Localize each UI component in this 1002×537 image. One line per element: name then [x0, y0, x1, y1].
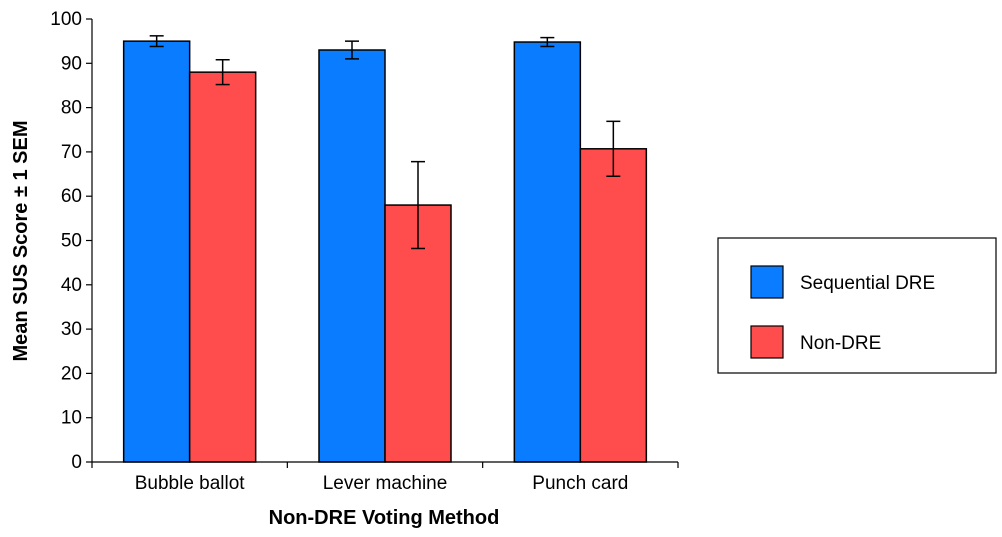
legend-swatch — [750, 265, 784, 299]
y-tick-label: 100 — [50, 9, 82, 30]
y-tick-label: 60 — [61, 186, 82, 207]
x-tick-label: Lever machine — [323, 473, 448, 494]
bar — [513, 41, 582, 463]
y-axis-title: Mean SUS Score ± 1 SEM — [10, 120, 32, 361]
y-tick-label: 30 — [61, 319, 82, 340]
x-tick-label: Punch card — [532, 473, 628, 494]
x-axis-title: Non-DRE Voting Method — [269, 507, 500, 529]
bar — [579, 148, 648, 463]
y-tick-label: 70 — [61, 142, 82, 163]
y-tick-label: 10 — [61, 408, 82, 429]
y-tick-label: 40 — [61, 275, 82, 296]
x-tick-label: Bubble ballot — [135, 473, 246, 494]
legend-label: Sequential DRE — [800, 273, 935, 294]
legend-swatch — [750, 325, 784, 359]
legend: Sequential DRE Non-DRE — [717, 237, 997, 374]
y-tick-label: 20 — [61, 363, 82, 384]
bar — [188, 71, 257, 463]
bar — [318, 49, 386, 463]
y-tick-label: 90 — [61, 53, 82, 74]
legend-label: Non-DRE — [800, 333, 881, 354]
y-tick-label: 0 — [71, 452, 82, 473]
y-tick-label: 80 — [61, 98, 82, 119]
bar — [122, 40, 191, 463]
plot-area: 0 10 20 30 40 50 60 70 80 90 100 Bubble ballot Lever… — [50, 9, 679, 494]
y-tick-label: 50 — [61, 231, 82, 252]
